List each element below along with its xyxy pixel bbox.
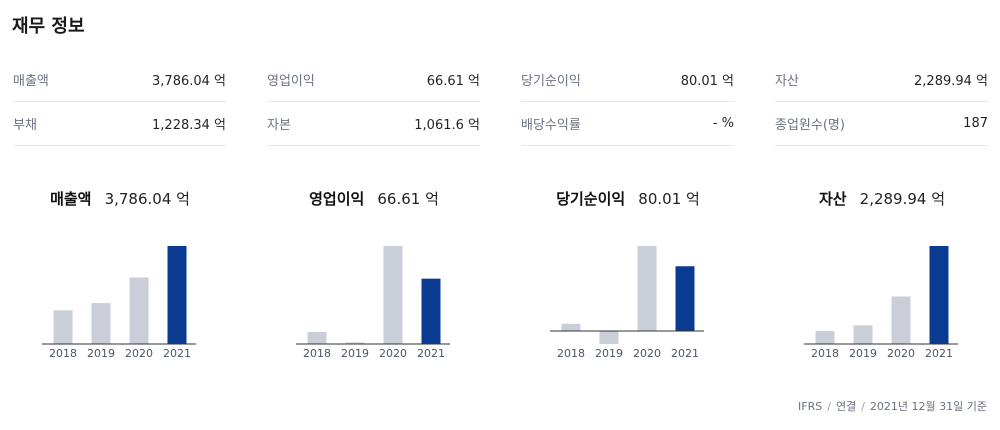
metric-value: 3,786.04 억 xyxy=(152,74,226,89)
x-tick-label: 2021 xyxy=(417,347,445,360)
metric-label: 자산 xyxy=(775,74,799,89)
footnote-separator: / xyxy=(827,400,831,413)
metric-row-assets: 자산 2,289.94 억 xyxy=(775,58,988,102)
x-tick-label: 2021 xyxy=(671,347,699,360)
metric-label: 매출액 xyxy=(13,74,49,89)
x-tick-label: 2021 xyxy=(163,347,191,360)
metric-row-liabilities: 부채 1,228.34 억 xyxy=(13,102,226,146)
metric-column: 당기순이익 80.01 억 배당수익률 - % xyxy=(521,58,734,146)
chart-header: 매출액 3,786.04 억 xyxy=(0,188,240,209)
metric-column: 매출액 3,786.04 억 부채 1,228.34 억 xyxy=(13,58,226,146)
bar-2019 xyxy=(345,342,365,344)
metric-column: 자산 2,289.94 억 종업원수(명) 187 xyxy=(775,58,988,146)
metric-label: 배당수익률 xyxy=(521,118,581,133)
x-tick-label: 2020 xyxy=(633,347,661,360)
revenue-bar-chart: 2018 2019 2020 2021 xyxy=(42,246,196,360)
metric-label: 영업이익 xyxy=(267,74,315,89)
metric-value: 2,289.94 억 xyxy=(914,74,988,89)
footnote-scope: 연결 xyxy=(835,400,857,413)
metric-value: 80.01 억 xyxy=(680,74,734,89)
bar-2019 xyxy=(853,325,873,344)
charts-area: 매출액 3,786.04 억 2018 2019 2020 2021 영업이익 66.… xyxy=(0,170,1000,370)
metric-row-employees: 종업원수(명) 187 xyxy=(775,102,988,146)
metrics-table: 매출액 3,786.04 억 부채 1,228.34 억 영업이익 66.61 … xyxy=(13,58,988,146)
bar-2019 xyxy=(599,331,619,344)
chart-title: 영업이익 xyxy=(309,190,365,208)
bar-2021 xyxy=(421,278,441,344)
x-tick-label: 2018 xyxy=(303,347,331,360)
metric-row-revenue: 매출액 3,786.04 억 xyxy=(13,58,226,102)
metric-column: 영업이익 66.61 억 자본 1,061.6 억 xyxy=(267,58,480,146)
metric-value: 66.61 억 xyxy=(426,74,480,89)
bar-2020 xyxy=(637,246,657,332)
footnote-standard: IFRS xyxy=(798,400,823,413)
bar-2020 xyxy=(129,277,149,344)
chart-title: 자산 xyxy=(818,190,847,208)
x-tick-label: 2019 xyxy=(87,347,115,360)
bar-2020 xyxy=(383,246,403,344)
x-tick-label: 2018 xyxy=(49,347,77,360)
net-income-bar-chart: 2018 2019 2020 2021 xyxy=(550,246,704,360)
chart-value: 80.01 억 xyxy=(638,190,700,208)
assets-bar-chart: 2018 2019 2020 2021 xyxy=(804,246,958,360)
bar-2018 xyxy=(561,323,581,332)
net-income-chart: 당기순이익 80.01 억 2018 2019 2020 2021 xyxy=(508,170,748,370)
metric-row-net-income: 당기순이익 80.01 억 xyxy=(521,58,734,102)
metric-value: - % xyxy=(712,116,734,131)
chart-value: 66.61 억 xyxy=(377,190,439,208)
bar-2021 xyxy=(675,266,695,332)
x-tick-label: 2019 xyxy=(849,347,877,360)
revenue-chart: 매출액 3,786.04 억 2018 2019 2020 2021 xyxy=(0,170,240,370)
bar-2018 xyxy=(307,332,327,344)
chart-value: 3,786.04 억 xyxy=(104,190,190,208)
chart-title: 매출액 xyxy=(50,190,92,208)
bar-2018 xyxy=(53,310,73,344)
x-tick-label: 2019 xyxy=(595,347,623,360)
operating-income-chart: 영업이익 66.61 억 2018 2019 2020 2021 xyxy=(254,170,494,370)
bar-2020 xyxy=(891,296,911,344)
x-tick-label: 2019 xyxy=(341,347,369,360)
chart-header: 당기순이익 80.01 억 xyxy=(508,188,748,209)
metric-label: 당기순이익 xyxy=(521,74,581,89)
footnote-date: 2021년 12월 31일 기준 xyxy=(869,400,987,413)
bar-2021 xyxy=(167,246,187,344)
bar-2019 xyxy=(91,303,111,344)
metric-value: 187 xyxy=(963,116,988,131)
metric-row-operating-income: 영업이익 66.61 억 xyxy=(267,58,480,102)
footnote: IFRS / 연결 / 2021년 12월 31일 기준 xyxy=(798,398,987,414)
x-tick-label: 2018 xyxy=(811,347,839,360)
chart-header: 자산 2,289.94 억 xyxy=(762,188,1000,209)
x-tick-label: 2020 xyxy=(379,347,407,360)
metric-value: 1,228.34 억 xyxy=(152,118,226,133)
x-tick-label: 2021 xyxy=(925,347,953,360)
chart-value: 2,289.94 억 xyxy=(859,190,946,208)
bar-2021 xyxy=(929,246,949,344)
chart-title: 당기순이익 xyxy=(556,190,626,208)
metric-row-equity: 자본 1,061.6 억 xyxy=(267,102,480,146)
metric-label: 부채 xyxy=(13,118,37,133)
bar-2018 xyxy=(815,331,835,344)
assets-chart: 자산 2,289.94 억 2018 2019 2020 2021 xyxy=(762,170,1000,370)
x-tick-label: 2018 xyxy=(557,347,585,360)
operating-income-bar-chart: 2018 2019 2020 2021 xyxy=(296,246,450,360)
chart-header: 영업이익 66.61 억 xyxy=(254,188,494,209)
section-title: 재무 정보 xyxy=(12,16,85,37)
metric-value: 1,061.6 억 xyxy=(414,118,480,133)
x-tick-label: 2020 xyxy=(887,347,915,360)
footnote-separator: / xyxy=(861,400,865,413)
x-tick-label: 2020 xyxy=(125,347,153,360)
metric-label: 자본 xyxy=(267,118,291,133)
metric-label: 종업원수(명) xyxy=(775,118,845,133)
metric-row-dividend-yield: 배당수익률 - % xyxy=(521,102,734,146)
